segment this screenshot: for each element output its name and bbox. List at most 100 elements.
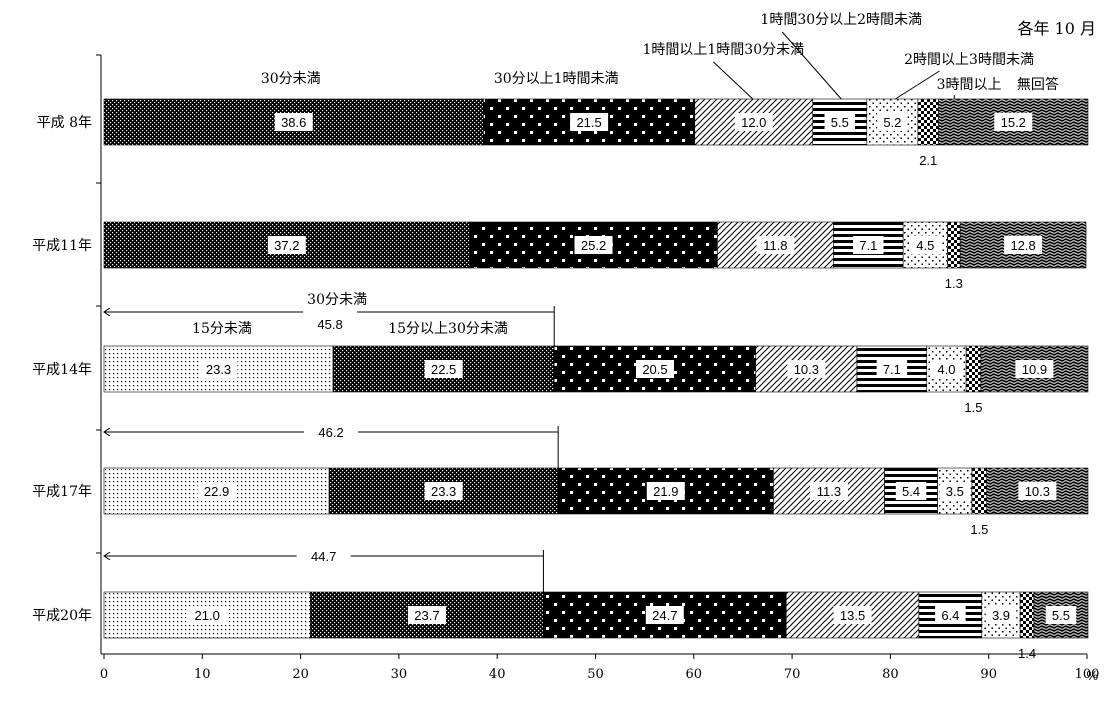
span-value: 46.2 <box>318 425 343 440</box>
span-value: 45.8 <box>317 317 342 332</box>
data-label-bg <box>635 360 674 378</box>
data-label: 1.5 <box>970 522 988 537</box>
data-label: 22.9 <box>204 484 229 499</box>
span-value-bg <box>296 547 351 565</box>
span-value-bg <box>303 303 358 321</box>
category-label: 平成17年 <box>32 484 92 500</box>
subgroup-label: 15分未満 <box>192 321 252 337</box>
data-label: 11.8 <box>763 238 787 253</box>
data-label-bg <box>188 606 227 624</box>
category-label: 平成20年 <box>32 608 92 624</box>
data-label: 5.5 <box>831 115 849 130</box>
data-label-bg <box>199 360 238 378</box>
x-tick-label: 80 <box>882 667 899 682</box>
data-label-bg <box>645 606 684 624</box>
data-label: 7.1 <box>859 238 877 253</box>
data-label: 10.3 <box>1025 484 1050 499</box>
data-label: 1.4 <box>1018 646 1036 661</box>
legend-annotation: 30分以上1時間未満 <box>494 71 619 87</box>
data-label-bg <box>407 606 446 624</box>
data-label-bg <box>833 606 872 624</box>
leader-line <box>713 61 754 100</box>
data-label: 7.1 <box>883 362 901 377</box>
data-label: 10.9 <box>1022 362 1047 377</box>
data-label-bg <box>274 113 313 131</box>
data-label: 1.3 <box>945 276 963 291</box>
data-label: 23.3 <box>206 362 231 377</box>
data-label-bg <box>809 482 848 500</box>
bar-segment <box>965 345 982 393</box>
x-tick-label: 30 <box>391 667 408 682</box>
legend-annotation: 1時間以上1時間30分未満 <box>642 42 804 58</box>
data-label-bg <box>646 482 685 500</box>
data-label-bg <box>994 113 1033 131</box>
legend-annotation: 無回答 <box>1017 76 1059 93</box>
legend-annotation: 1時間30分以上2時間未満 <box>760 12 922 28</box>
x-tick-label: 20 <box>292 667 309 682</box>
data-label-bg <box>1018 482 1057 500</box>
data-label: 23.3 <box>431 484 456 499</box>
data-label: 5.4 <box>902 484 920 499</box>
data-label-bg <box>267 236 306 254</box>
x-tick-label: 40 <box>489 667 506 682</box>
data-label-bg <box>877 113 908 131</box>
annotations: 30分未満 30分以上1時間未満 1時間以上1時間30分未満 1時間30分以上2時間未… <box>261 12 1059 100</box>
data-label: 1.5 <box>964 400 982 415</box>
x-tick-label: 60 <box>686 667 703 682</box>
data-label: 4.5 <box>916 238 934 253</box>
data-label-bg <box>1015 360 1054 378</box>
bar-segment <box>947 221 961 269</box>
legend-annotation: 30分未満 <box>261 71 321 87</box>
x-tick-label: 50 <box>587 667 604 682</box>
bar-segment <box>971 467 988 515</box>
category-label: 平成11年 <box>32 238 92 254</box>
span-label: 30分未満 <box>307 292 367 308</box>
data-label-bg <box>570 113 609 131</box>
x-tick-label: 0 <box>100 667 108 682</box>
x-tick-label: 100 <box>1075 667 1100 682</box>
data-label-bg <box>1045 606 1077 624</box>
data-label-bg <box>1004 236 1043 254</box>
data-label-bg <box>424 360 463 378</box>
axes: 0 10 20 30 40 50 60 70 80 90 100 平成 8年平成11年平成14年平成1… <box>32 54 1100 682</box>
data-label-bg <box>931 360 962 378</box>
leader-line <box>895 70 940 100</box>
data-label-bg <box>824 113 856 131</box>
data-label-bg <box>853 236 884 254</box>
data-label: 13.5 <box>840 608 865 623</box>
bar-segment <box>917 98 939 146</box>
data-label: 15.2 <box>1001 115 1026 130</box>
data-label: 21.9 <box>653 484 678 499</box>
data-label: 25.2 <box>581 238 606 253</box>
x-tick-label: 10 <box>194 667 211 682</box>
data-label: 5.2 <box>883 115 901 130</box>
legend-annotation: 3時間以上 <box>937 77 1002 93</box>
data-label-bg <box>985 606 1017 624</box>
data-label: 23.7 <box>414 608 439 623</box>
note-label: 各年 10 月 <box>1017 19 1096 38</box>
data-label: 10.3 <box>794 362 819 377</box>
data-label-bg <box>734 113 773 131</box>
data-label: 3.5 <box>946 484 964 499</box>
value-labels: 38.6 21.5 12.0 5.5 5.2 2.1 15.2 37.2 25.2 11.8 7.1… <box>188 113 1077 661</box>
subgroup-label: 15分以上30分未満 <box>388 321 508 337</box>
data-label: 12.0 <box>741 115 766 130</box>
data-label: 5.5 <box>1052 608 1070 623</box>
x-tick-label: 70 <box>784 667 801 682</box>
data-label: 38.6 <box>281 115 306 130</box>
span-annotations: 45.8 30分未満 46.2 44.7 15分未満 15分以上30分未満 <box>104 292 559 592</box>
data-label: 6.4 <box>941 608 959 623</box>
data-label-bg <box>424 482 463 500</box>
data-label: 22.5 <box>431 362 456 377</box>
data-label: 12.8 <box>1010 238 1035 253</box>
data-label: 3.9 <box>992 608 1010 623</box>
bar-segment <box>1019 591 1035 639</box>
span-value: 44.7 <box>311 549 336 564</box>
data-label-bg <box>876 360 908 378</box>
unit-label: % <box>1086 668 1098 683</box>
data-label-bg <box>910 236 941 254</box>
data-label: 2.1 <box>919 153 937 168</box>
leader-line <box>781 31 842 100</box>
data-label-bg <box>895 482 927 500</box>
